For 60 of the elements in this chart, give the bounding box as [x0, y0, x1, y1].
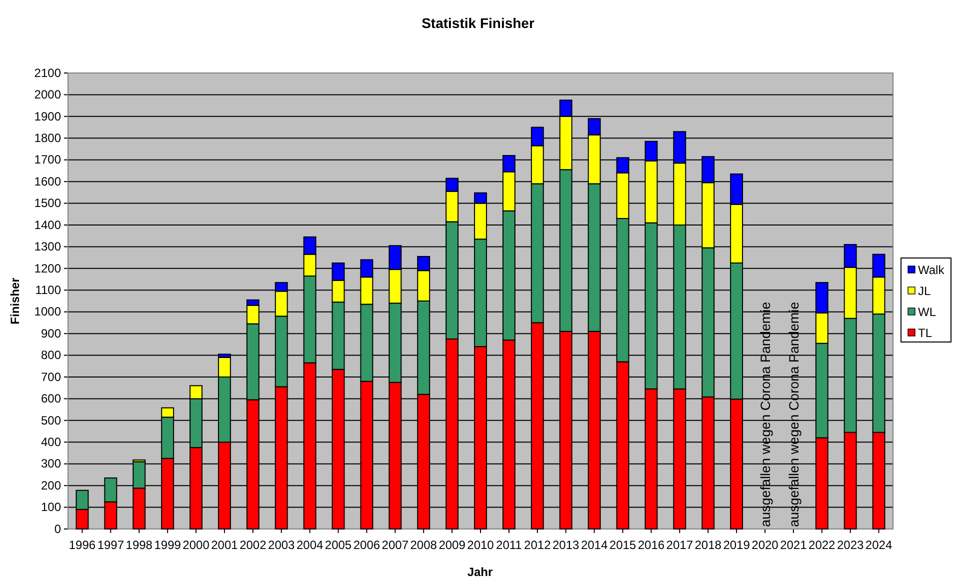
y-tick-label: 1200 — [34, 261, 62, 276]
legend-label: JL — [918, 284, 931, 298]
x-tick-label: 2011 — [496, 538, 522, 552]
y-tick-label: 1800 — [34, 130, 62, 145]
annotation: ausgefallen wegen Corona Pandemie — [758, 302, 773, 527]
x-tick-label: 1996 — [68, 538, 96, 552]
y-tick-label: 1700 — [34, 152, 62, 167]
x-tick-label: 2018 — [694, 538, 722, 552]
y-tick-label: 1500 — [34, 196, 62, 210]
x-tick-label: 2003 — [268, 538, 296, 552]
y-tick-label: 200 — [40, 478, 62, 492]
x-tick-label: 2012 — [524, 538, 552, 552]
x-tick-label: 2022 — [808, 538, 836, 552]
y-tick-label: 2100 — [34, 66, 62, 80]
x-tick-label: 2006 — [353, 538, 380, 552]
x-tick-label: 2014 — [580, 538, 608, 552]
x-axis-title: Jahr — [467, 565, 493, 579]
x-tick-label: 2021 — [780, 538, 808, 552]
x-tick-label: 2013 — [552, 538, 580, 552]
legend-label: TL — [918, 326, 932, 340]
y-tick-label: 1300 — [34, 240, 62, 254]
y-tick-label: 1400 — [34, 218, 62, 232]
y-tick-label: 100 — [40, 500, 62, 514]
y-tick-label: 300 — [40, 456, 62, 471]
y-tick-label: 400 — [40, 434, 62, 449]
legend-label: Walk — [918, 263, 946, 277]
legend-label: WL — [918, 305, 936, 319]
x-tick-label: 2008 — [410, 538, 438, 552]
y-tick-label: 600 — [40, 392, 62, 406]
y-tick-label: 1100 — [35, 282, 62, 297]
x-tick-label: 2010 — [467, 538, 494, 552]
x-tick-label: 2002 — [240, 538, 267, 552]
x-tick-label: 2016 — [638, 538, 665, 552]
x-tick-label: 2024 — [865, 538, 892, 552]
y-tick-label: 900 — [40, 326, 62, 340]
x-tick-label: 1998 — [126, 538, 153, 552]
x-tick-label: 2023 — [836, 538, 864, 552]
y-axis-title: Finisher — [8, 277, 22, 324]
x-tick-label: 2000 — [182, 538, 210, 552]
x-tick-label: 1997 — [97, 538, 124, 552]
x-tick-label: 2019 — [723, 538, 750, 552]
y-tick-label: 1900 — [34, 109, 62, 124]
y-tick-label: 0 — [54, 522, 62, 536]
x-tick-label: 2005 — [324, 538, 352, 552]
x-tick-label: 2017 — [666, 538, 694, 552]
annotation: ausgefallen wegen Corona Pandemie — [786, 302, 802, 527]
x-tick-label: 2004 — [296, 538, 324, 552]
y-tick-label: 500 — [40, 413, 62, 428]
y-tick-label: 700 — [40, 370, 62, 384]
x-tick-label: 2020 — [752, 538, 779, 552]
chart-title: Statistik Finisher — [422, 15, 535, 31]
y-tick-label: 2000 — [34, 88, 62, 102]
y-tick-label: 800 — [40, 348, 62, 362]
x-tick-label: 2015 — [609, 538, 636, 552]
x-tick-label: 2007 — [382, 538, 409, 552]
x-tick-label: 1999 — [154, 538, 182, 552]
y-tick-label: 1000 — [34, 304, 62, 319]
y-tick-label: 1600 — [34, 174, 62, 188]
x-tick-label: 2009 — [438, 538, 466, 552]
x-tick-label: 2001 — [211, 538, 238, 552]
